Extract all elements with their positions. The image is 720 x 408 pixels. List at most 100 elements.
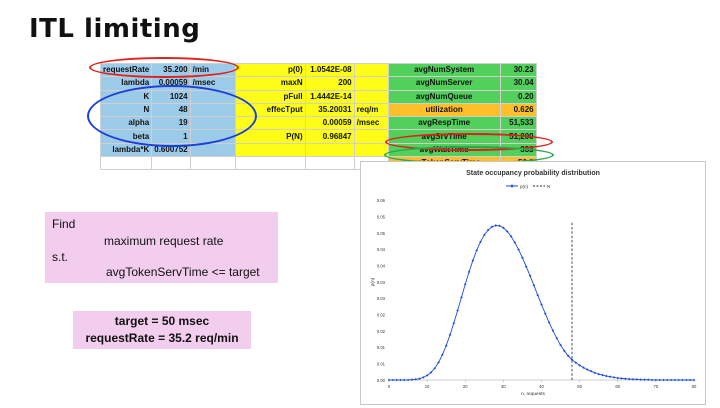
pn-data-point bbox=[494, 224, 498, 227]
sheet-stat-value bbox=[304, 142, 355, 158]
pn-data-point bbox=[399, 378, 402, 382]
y-tick-label: 0.06 bbox=[377, 198, 386, 203]
sheet-param-unit bbox=[189, 156, 236, 171]
pn-data-point bbox=[624, 377, 627, 380]
occupancy-chart: State occupancy probability distribution… bbox=[360, 161, 706, 405]
pn-data-point bbox=[612, 376, 616, 379]
sheet-metric-label: avgSrvTime bbox=[387, 129, 501, 144]
sheet-param-value: 19 bbox=[151, 116, 191, 131]
sheet-param-label: K bbox=[99, 89, 153, 104]
x-tick-label: 50 bbox=[577, 384, 582, 389]
sheet-metric-value: 51,200 bbox=[499, 129, 537, 144]
request-rate-result-text: requestRate = 35.2 req/min bbox=[85, 331, 239, 345]
sheet-stat-unit bbox=[353, 142, 389, 158]
find-label: Find bbox=[52, 217, 76, 231]
pn-data-point bbox=[448, 333, 452, 337]
y-tick-label: 0.01 bbox=[377, 361, 386, 366]
pn-data-point bbox=[524, 265, 528, 268]
pn-data-point bbox=[692, 378, 696, 382]
y-tick-label: 0.04 bbox=[377, 263, 386, 268]
x-axis-label: n, requests bbox=[521, 391, 545, 397]
pn-data-point bbox=[639, 378, 642, 381]
sheet-param-value: 0.00059 bbox=[151, 76, 191, 91]
y-tick-label: 0.00 bbox=[377, 378, 386, 383]
sheet-stat-label bbox=[234, 116, 306, 131]
pn-data-point bbox=[635, 378, 639, 381]
sheet-metric-label: avgNumQueue bbox=[387, 89, 501, 104]
y-tick-label: 0.03 bbox=[377, 280, 386, 285]
sheet-row: requestRate 35.200/min p(0) 1.0542E-08 avgNu… bbox=[99, 62, 537, 78]
pn-data-point bbox=[673, 378, 677, 382]
sheet-stat-value: 0.00059 bbox=[304, 116, 355, 131]
sheet-stat-unit bbox=[353, 89, 389, 104]
pn-data-point bbox=[662, 378, 665, 382]
sheet-stat-value: 200 bbox=[304, 76, 355, 91]
sheet-stat-label: maxN bbox=[234, 76, 306, 91]
sheet-param-label: beta bbox=[99, 129, 153, 144]
pn-data-point bbox=[425, 374, 429, 377]
sheet-stat-unit bbox=[353, 62, 389, 78]
pn-data-point bbox=[387, 378, 391, 382]
pn-data-point bbox=[441, 353, 444, 357]
pn-data-point bbox=[528, 274, 532, 278]
sheet-param-label: N bbox=[99, 102, 153, 118]
pn-data-point bbox=[433, 366, 437, 370]
sheet-stat-value bbox=[304, 156, 355, 171]
result-box: target = 50 msec requestRate = 35.2 req/… bbox=[73, 311, 251, 349]
sheet-stat-unit: /msec bbox=[353, 116, 389, 131]
pn-data-point bbox=[414, 378, 417, 381]
pn-data-point bbox=[597, 372, 600, 376]
pn-series-line bbox=[389, 225, 694, 381]
sheet-metric-value: 0.20 bbox=[499, 89, 537, 104]
sheet-param-value: 35.200 bbox=[151, 62, 191, 78]
pn-data-point bbox=[486, 228, 490, 232]
pn-data-point bbox=[620, 377, 623, 380]
sheet-param-unit bbox=[189, 116, 236, 131]
sheet-param-unit: /min bbox=[189, 62, 236, 78]
sheet-param-unit: /msec bbox=[189, 76, 236, 91]
pn-data-point bbox=[544, 312, 547, 315]
pn-data-point bbox=[429, 371, 433, 374]
sheet-stat-label: effecTput bbox=[234, 102, 306, 118]
y-tick-label: 0.02 bbox=[377, 329, 386, 334]
pn-data-point bbox=[505, 230, 509, 233]
pn-data-point bbox=[460, 296, 463, 299]
y-tick-label: 0.05 bbox=[377, 231, 386, 236]
pn-data-point bbox=[406, 378, 410, 382]
y-axis-label: p(n) bbox=[370, 277, 376, 286]
sheet-row: beta 1 P(N) 0.96847 avgSrvTime 51,200 bbox=[99, 129, 537, 144]
pn-data-point bbox=[456, 309, 459, 312]
sheet-metric-label: avgNumSystem bbox=[387, 62, 501, 78]
sheet-param-label: alpha bbox=[99, 116, 153, 131]
pn-data-point bbox=[490, 225, 494, 229]
pn-data-point bbox=[605, 374, 608, 378]
pn-data-point bbox=[685, 378, 688, 382]
sheet-stat-label bbox=[234, 156, 306, 171]
y-tick-label: 0.01 bbox=[377, 345, 386, 350]
sheet-param-value bbox=[151, 156, 191, 171]
x-tick-label: 70 bbox=[654, 384, 659, 389]
sheet-row: K 1024 pFull 1.4442E-14 avgNumQueue 0.20 bbox=[99, 89, 537, 104]
constraint-text: avgTokenServTime <= target bbox=[106, 265, 260, 279]
subject-to-label: s.t. bbox=[52, 250, 69, 264]
sheet-metric-value: 333 bbox=[499, 142, 537, 158]
sheet-metric-label: avgRespTime bbox=[387, 116, 501, 131]
pn-data-point bbox=[677, 378, 681, 382]
pn-data-point bbox=[616, 376, 620, 380]
sheet-row: lambda 0.00059/msec maxN 200 avgNumServer 30.… bbox=[99, 76, 537, 91]
y-tick-label: 0.02 bbox=[377, 312, 386, 317]
x-tick-label: 0 bbox=[388, 384, 391, 389]
pn-data-point bbox=[395, 378, 398, 382]
pn-data-point bbox=[643, 378, 646, 381]
pn-data-point bbox=[650, 378, 654, 382]
pn-data-point bbox=[669, 378, 673, 382]
sheet-metric-value: 30.23 bbox=[499, 62, 537, 78]
sheet-metric-value: 30.04 bbox=[499, 76, 537, 91]
pn-data-point bbox=[666, 378, 669, 382]
sheet-param-value: 48 bbox=[151, 102, 191, 118]
sheet-param-value: 1024 bbox=[151, 89, 191, 104]
pn-data-point bbox=[452, 321, 456, 325]
pn-data-point bbox=[532, 283, 536, 287]
pn-data-point bbox=[688, 378, 692, 382]
queue-model-spreadsheet: requestRate 35.200/min p(0) 1.0542E-08 avgNu… bbox=[99, 62, 537, 171]
